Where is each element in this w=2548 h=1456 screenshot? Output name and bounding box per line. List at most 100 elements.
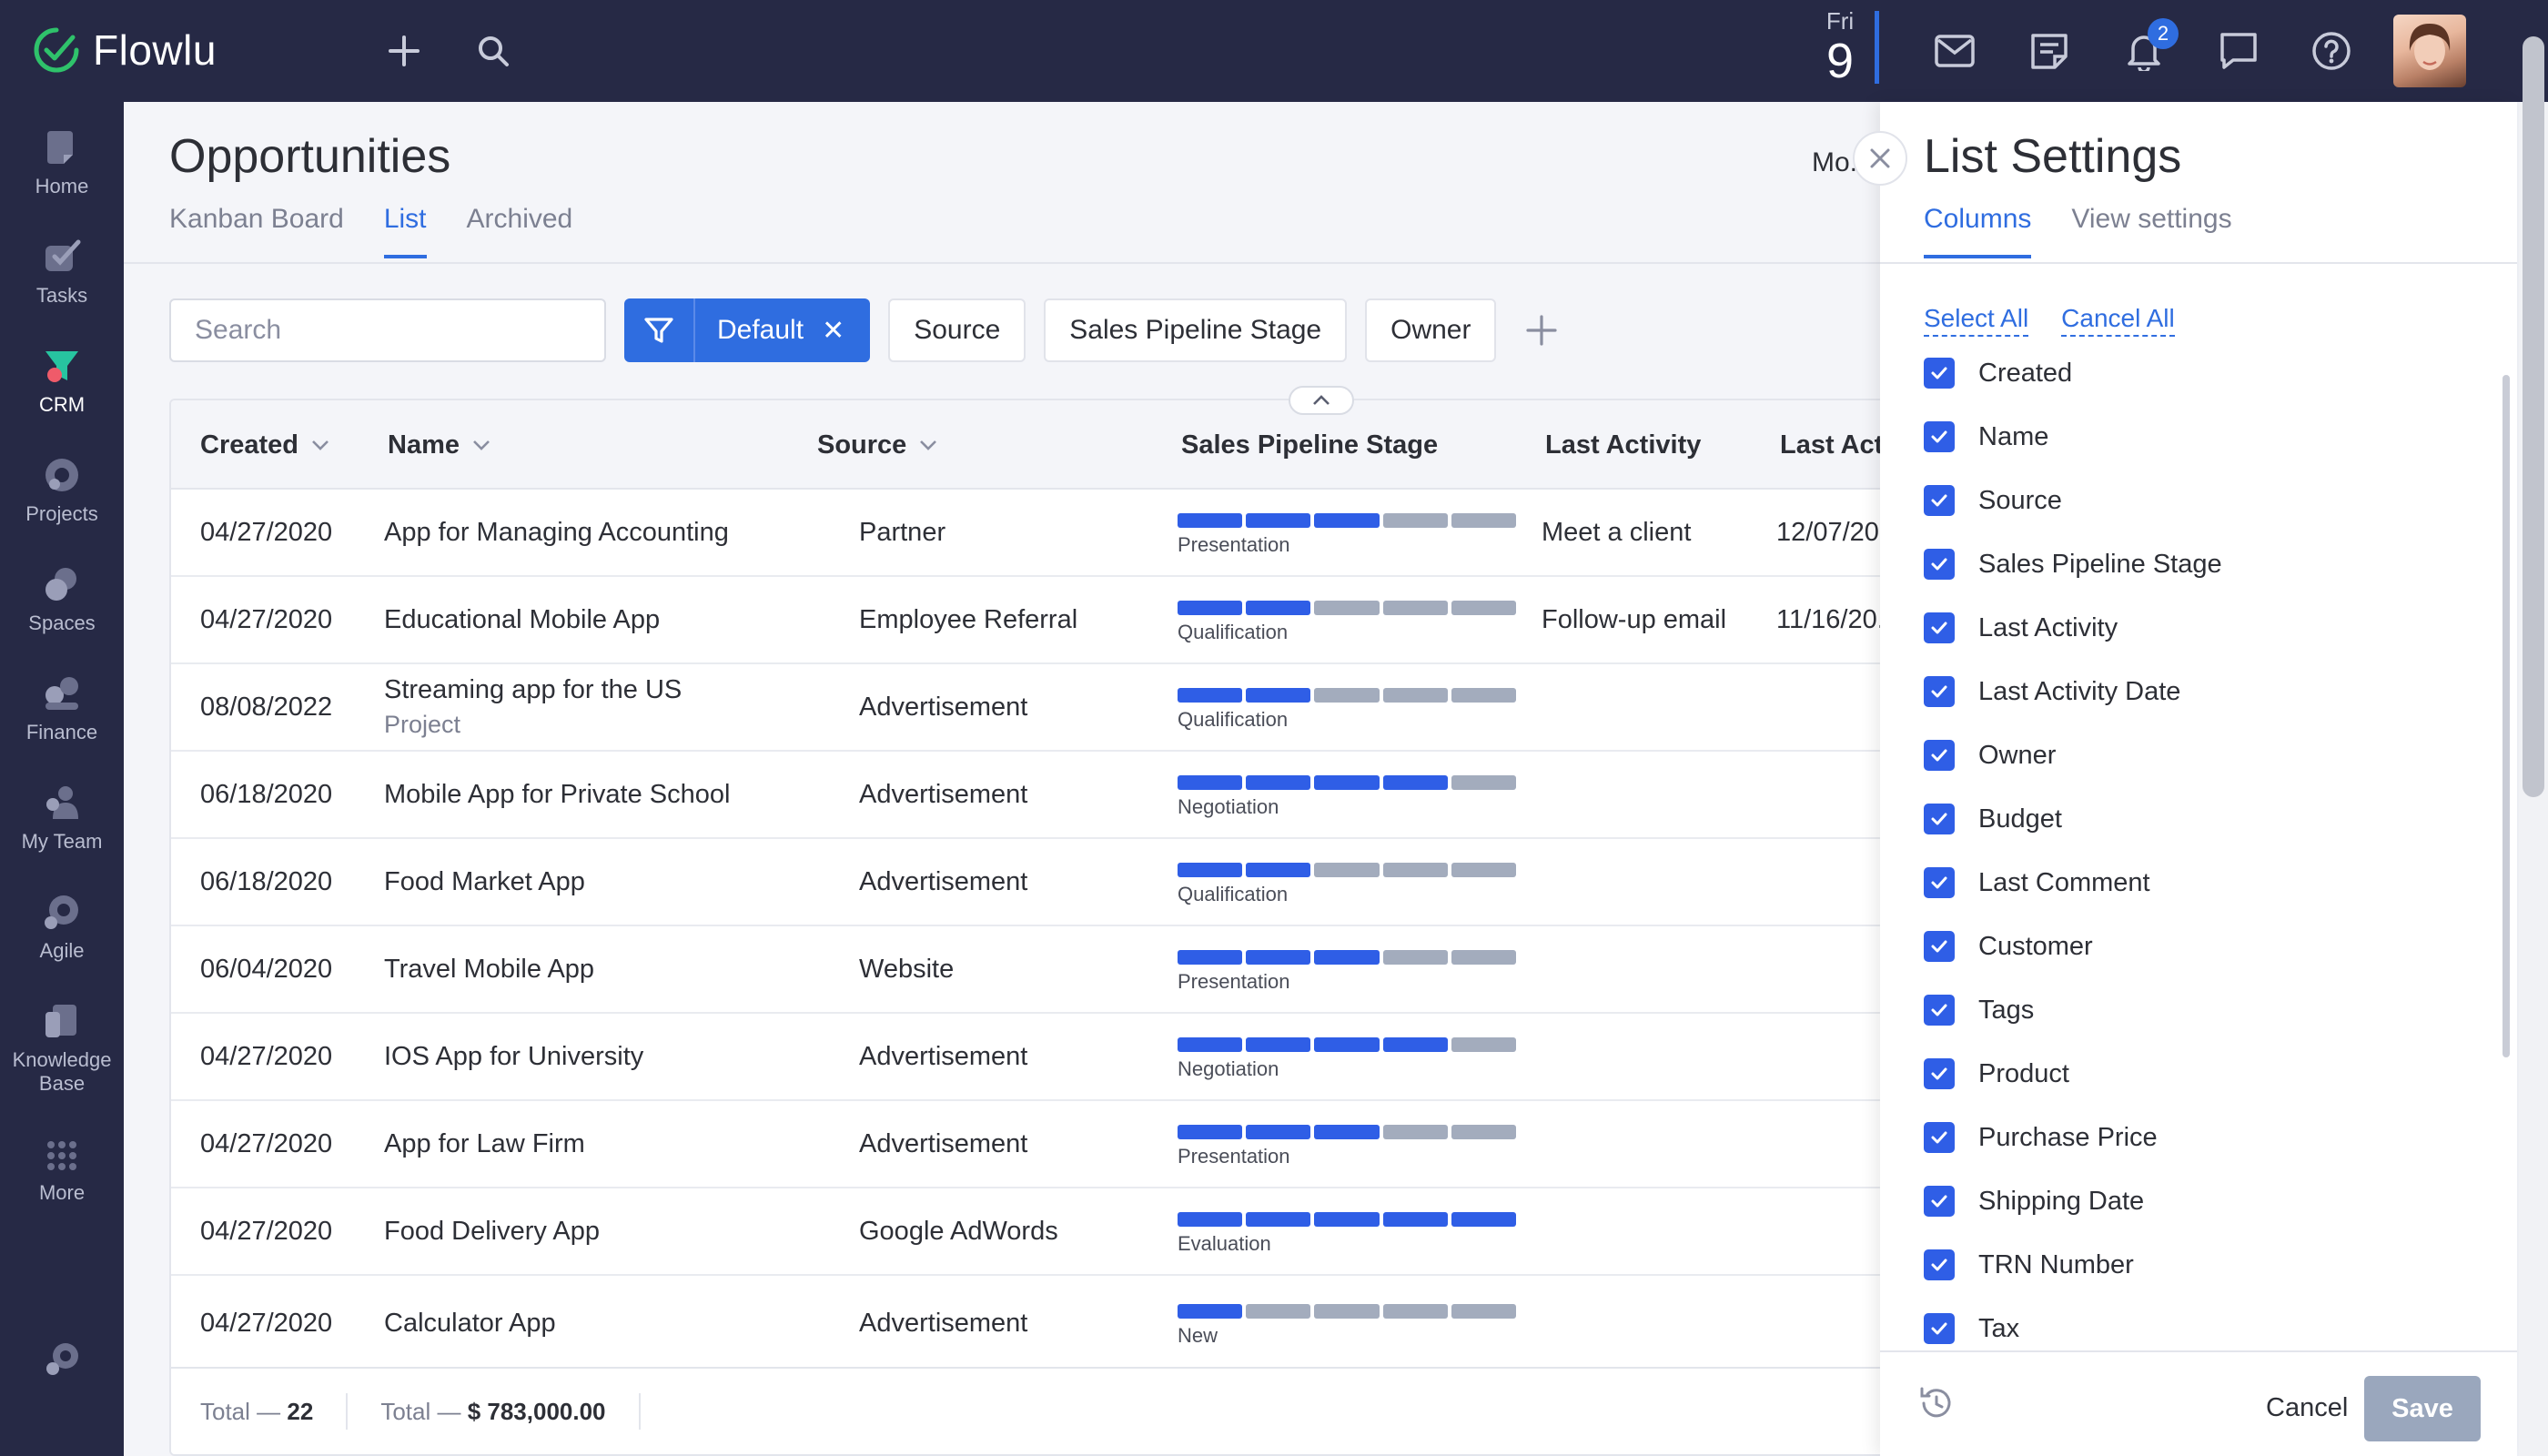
table-row[interactable]: 06/18/2020 Mobile App for Private School A… — [171, 752, 1942, 839]
close-panel-button[interactable] — [1853, 131, 1907, 186]
checkbox[interactable] — [1924, 676, 1955, 707]
checkbox[interactable] — [1924, 1186, 1955, 1217]
column-option[interactable]: Last Activity — [1924, 610, 2118, 646]
column-header-sales-pipeline-stage[interactable]: Sales Pipeline Stage — [1181, 430, 1439, 460]
column-option[interactable]: TRN Number — [1924, 1247, 2134, 1283]
column-option[interactable]: Last Comment — [1924, 864, 2150, 901]
table-row[interactable]: 08/08/2022 Streaming app for the US Projec… — [171, 664, 1942, 752]
checkbox[interactable] — [1924, 358, 1955, 389]
cell-name[interactable]: Mobile App for Private School — [384, 779, 731, 809]
cell-name[interactable]: Food Market App — [384, 866, 585, 896]
checkbox[interactable] — [1924, 1058, 1955, 1089]
column-option[interactable]: Budget — [1924, 801, 2062, 837]
opportunity-name[interactable]: Streaming app for the US — [384, 675, 682, 704]
checkbox[interactable] — [1924, 1122, 1955, 1153]
column-option[interactable]: Shipping Date — [1924, 1183, 2144, 1219]
checkbox[interactable] — [1924, 1313, 1955, 1344]
help-icon[interactable] — [2310, 29, 2353, 73]
sidebar-item-more[interactable]: More — [0, 1138, 124, 1205]
tab-view-settings[interactable]: View settings — [2071, 204, 2232, 234]
plus-icon[interactable] — [382, 29, 426, 73]
checkbox[interactable] — [1924, 612, 1955, 643]
cell-name[interactable]: App for Law Firm — [384, 1128, 585, 1158]
checkbox[interactable] — [1924, 867, 1955, 898]
tab-kanban-board[interactable]: Kanban Board — [169, 204, 344, 234]
date-widget[interactable]: Fri 9 — [1816, 7, 1864, 86]
panel-scrollbar[interactable] — [2502, 375, 2510, 1057]
tab-list[interactable]: List — [383, 204, 427, 258]
column-option[interactable]: Last Activity Date — [1924, 673, 2180, 710]
filter-preset-button[interactable]: Default ✕ — [624, 298, 871, 362]
reset-icon[interactable] — [1916, 1383, 1956, 1428]
sidebar-item-support[interactable] — [0, 1340, 124, 1387]
filter-icon[interactable] — [624, 298, 695, 362]
sidebar-item-crm[interactable]: CRM — [0, 346, 124, 417]
column-option[interactable]: Owner — [1924, 737, 2056, 774]
page-scrollbar[interactable] — [2523, 36, 2544, 797]
tab-archived[interactable]: Archived — [466, 204, 573, 234]
checkbox[interactable] — [1924, 931, 1955, 962]
sidebar-item-agile[interactable]: Agile — [0, 892, 124, 963]
column-option[interactable]: Product — [1924, 1056, 2069, 1092]
table-row[interactable]: 04/27/2020 App for Law Firm Advertisement P… — [171, 1101, 1942, 1188]
chat-icon[interactable] — [2217, 29, 2260, 73]
tab-columns[interactable]: Columns — [1924, 204, 2032, 258]
filter-chip-owner[interactable]: Owner — [1365, 298, 1497, 362]
cell-name[interactable]: Calculator App — [384, 1308, 556, 1338]
cell-name[interactable]: Travel Mobile App — [384, 954, 595, 984]
checkbox[interactable] — [1924, 995, 1955, 1026]
sidebar-item-my-team[interactable]: My Team — [0, 783, 124, 854]
cell-name[interactable]: Educational Mobile App — [384, 604, 661, 634]
avatar[interactable] — [2393, 15, 2466, 87]
search-icon[interactable] — [471, 29, 515, 73]
cancel-button[interactable]: Cancel — [2266, 1392, 2349, 1422]
filter-chip-sales-pipeline-stage[interactable]: Sales Pipeline Stage — [1044, 298, 1348, 362]
column-option[interactable]: Sales Pipeline Stage — [1924, 546, 2222, 582]
column-option[interactable]: Tags — [1924, 992, 2034, 1028]
cell-name[interactable]: App for Managing Accounting — [384, 517, 729, 547]
column-option[interactable]: Created — [1924, 355, 2072, 391]
logo[interactable]: Flowlu — [33, 25, 217, 75]
mail-icon[interactable] — [1933, 29, 1977, 73]
search-input[interactable]: Search — [169, 298, 606, 362]
add-filter-icon[interactable] — [1523, 312, 1560, 349]
cancel-all-link[interactable]: Cancel All — [2061, 304, 2175, 337]
cell-name[interactable]: Food Delivery App — [384, 1216, 600, 1246]
checkbox[interactable] — [1924, 421, 1955, 452]
table-row[interactable]: 04/27/2020 Educational Mobile App Employee… — [171, 577, 1942, 664]
table-row[interactable]: 04/27/2020 Food Delivery App Google AdWord… — [171, 1188, 1942, 1276]
checkbox[interactable] — [1924, 549, 1955, 580]
save-button[interactable]: Save — [2364, 1376, 2481, 1441]
checkbox[interactable] — [1924, 1249, 1955, 1280]
notes-icon[interactable] — [2027, 29, 2071, 73]
table-row[interactable]: 06/18/2020 Food Market App Advertisement Qu… — [171, 839, 1942, 926]
clear-filter-icon[interactable]: ✕ — [822, 315, 845, 346]
sidebar-item-tasks[interactable]: Tasks — [0, 237, 124, 308]
column-option[interactable]: Tax — [1924, 1310, 2019, 1347]
column-option[interactable]: Source — [1924, 482, 2062, 519]
column-option[interactable]: Purchase Price — [1924, 1119, 2158, 1156]
checkbox[interactable] — [1924, 740, 1955, 771]
filter-chip-source[interactable]: Source — [888, 298, 1026, 362]
cell-name[interactable]: Streaming app for the US Project — [384, 664, 682, 750]
sidebar-item-finance[interactable]: Finance — [0, 673, 124, 744]
sidebar-item-knowledge-base[interactable]: Knowledge Base — [0, 1001, 124, 1096]
table-row[interactable]: 04/27/2020 App for Managing Accounting Par… — [171, 490, 1942, 577]
table-row[interactable]: 04/27/2020 IOS App for University Advertis… — [171, 1014, 1942, 1101]
collapse-filters-button[interactable] — [1289, 386, 1354, 415]
column-header-last-activity[interactable]: Last Activity — [1545, 430, 1702, 460]
column-option[interactable]: Name — [1924, 419, 2048, 455]
sidebar-item-home[interactable]: Home — [0, 127, 124, 198]
checkbox[interactable] — [1924, 804, 1955, 834]
cell-name[interactable]: IOS App for University — [384, 1041, 644, 1071]
table-row[interactable]: 06/04/2020 Travel Mobile App Website Presen… — [171, 926, 1942, 1014]
bell-icon[interactable]: 2 — [2122, 18, 2179, 73]
column-header-created[interactable]: Created — [200, 400, 329, 490]
column-header-source[interactable]: Source — [817, 400, 937, 490]
checkbox[interactable] — [1924, 485, 1955, 516]
column-header-name[interactable]: Name — [388, 400, 490, 490]
column-option[interactable]: Customer — [1924, 928, 2093, 965]
sidebar-item-projects[interactable]: Projects — [0, 455, 124, 526]
sidebar-item-spaces[interactable]: Spaces — [0, 564, 124, 635]
select-all-link[interactable]: Select All — [1924, 304, 2029, 337]
